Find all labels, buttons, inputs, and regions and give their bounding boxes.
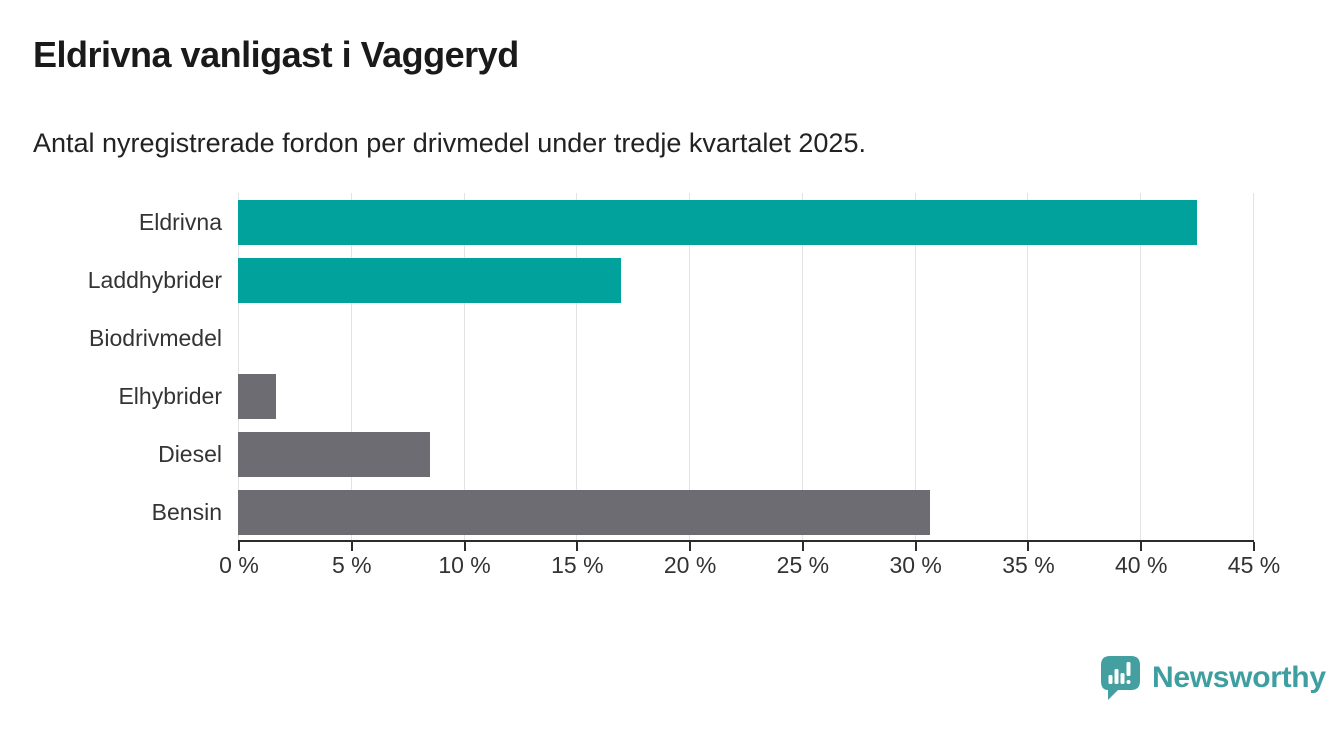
chart-row: Elhybrider <box>0 373 1340 419</box>
gridline <box>350 193 352 540</box>
gridline <box>238 193 239 540</box>
category-label: Diesel <box>158 440 222 467</box>
gridline <box>1027 193 1029 540</box>
tick-mark <box>576 542 579 551</box>
chart-row: Laddhybrider <box>0 258 1340 304</box>
brand-footer: Newsworthy <box>1100 655 1326 701</box>
bar-laddhybrider <box>238 258 622 304</box>
chart-title: Eldrivna vanligast i Vaggeryd <box>33 34 519 75</box>
newsworthy-brand-text: Newsworthy <box>1152 661 1326 694</box>
chart-row: Diesel <box>0 431 1340 477</box>
category-label: Biodrivmedel <box>89 325 222 352</box>
chart-row: Bensin <box>0 489 1340 535</box>
chart-row: Eldrivna <box>0 200 1340 246</box>
bar-diesel <box>238 431 430 477</box>
x-tick-label: 20 % <box>663 552 717 578</box>
category-label: Laddhybrider <box>87 267 222 294</box>
x-tick-label: 30 % <box>889 552 942 578</box>
gridline <box>576 193 578 540</box>
chart-row: Biodrivmedel <box>0 316 1340 361</box>
tick-mark <box>238 542 240 551</box>
tick-mark <box>350 542 353 551</box>
tick-mark <box>463 542 466 551</box>
x-tick-label: 15 % <box>551 552 604 578</box>
x-tick-label: 35 % <box>1002 552 1055 578</box>
category-label: Bensin <box>151 498 222 525</box>
gridline <box>914 193 916 540</box>
chart-subtitle: Antal nyregistrerade fordon per drivmede… <box>33 128 866 158</box>
tick-mark <box>689 542 692 551</box>
tick-mark <box>801 542 804 551</box>
x-tick-label: 25 % <box>776 552 830 578</box>
x-tick-label: 45 % <box>1227 552 1281 578</box>
bar-elhybrider <box>238 373 277 419</box>
x-axis-line <box>238 540 1254 542</box>
x-tick-label: 0 % <box>219 552 259 578</box>
category-label: Eldrivna <box>138 209 222 236</box>
plot-area <box>238 193 1254 540</box>
newsworthy-logo-icon <box>1101 656 1140 700</box>
bar-chart: Eldrivna Laddhybrider Biodrivmedel Elhybrid… <box>0 193 1340 613</box>
gridline <box>1140 193 1142 540</box>
x-tick-label: 40 % <box>1115 552 1168 578</box>
x-tick-label: 5 % <box>331 552 372 578</box>
gridline <box>801 193 803 540</box>
x-tick-label: 10 % <box>438 552 491 578</box>
gridline <box>1253 193 1254 540</box>
gridline <box>463 193 465 540</box>
bar-eldrivna <box>238 200 1197 246</box>
tick-mark <box>1140 542 1143 551</box>
tick-mark <box>1253 542 1255 551</box>
tick-mark <box>914 542 917 551</box>
category-label: Elhybrider <box>118 382 222 409</box>
bar-bensin <box>238 489 931 535</box>
tick-mark <box>1027 542 1030 551</box>
gridline <box>689 193 691 540</box>
